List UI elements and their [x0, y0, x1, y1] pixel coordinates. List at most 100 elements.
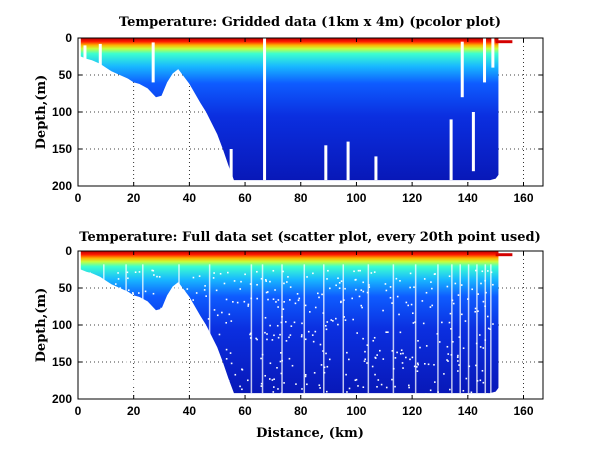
scatter-gap-pixel — [340, 301, 342, 304]
scatter-gap-pixel — [318, 296, 320, 299]
pcolor-data-area — [80, 38, 513, 181]
scatter-gap-pixel — [119, 287, 122, 289]
scatter-cast-gap — [367, 264, 370, 394]
scatter-cast-gap — [103, 264, 105, 394]
scatter-gap-pixel — [121, 325, 123, 328]
scatter-gap-pixel — [346, 351, 348, 354]
scatter-gap-pixel — [232, 301, 234, 303]
scatter-gap-pixel — [227, 271, 229, 274]
scatter-gap-pixel — [272, 269, 275, 272]
scatter-gap-pixel — [460, 284, 463, 286]
scatter-gap-pixel — [108, 380, 110, 383]
scatter-gap-pixel — [93, 312, 96, 315]
scatter-gap-pixel — [279, 360, 282, 363]
scatter-data-area — [80, 251, 513, 397]
scatter-gap-pixel — [409, 286, 411, 289]
scatter-gap-pixel — [133, 325, 135, 327]
scatter-gap-pixel — [94, 296, 97, 298]
scatter-gap-pixel — [182, 360, 185, 362]
scatter-gap-pixel — [247, 305, 250, 307]
scatter-gap-pixel — [112, 297, 115, 300]
scatter-gap-pixel — [447, 360, 449, 362]
scatter-gap-pixel — [185, 330, 188, 332]
pcolor-missing-cast — [346, 141, 350, 181]
scatter-gap-pixel — [487, 270, 489, 272]
scatter-gap-pixel — [486, 315, 489, 318]
scatter-gap-pixel — [202, 347, 205, 350]
scatter-gap-pixel — [394, 357, 397, 359]
scatter-gap-pixel — [304, 374, 307, 376]
pcolor-missing-cast — [502, 45, 506, 57]
scatter-gap-pixel — [430, 281, 432, 283]
scatter-gap-pixel — [241, 388, 243, 391]
scatter-gap-pixel — [225, 358, 228, 360]
scatter-gap-pixel — [247, 303, 250, 306]
scatter-gap-pixel — [454, 282, 457, 285]
scatter-gap-pixel — [462, 347, 465, 350]
scatter-gap-pixel — [413, 286, 415, 288]
scatter-gap-pixel — [376, 354, 378, 356]
scatter-gap-pixel — [120, 348, 123, 351]
scatter-gap-pixel — [443, 373, 445, 375]
scatter-gap-pixel — [457, 370, 459, 372]
scatter-gap-pixel — [130, 310, 132, 313]
scatter-gap-pixel — [357, 269, 360, 272]
scatter-gap-pixel — [433, 363, 435, 366]
scatter-gap-pixel — [309, 311, 311, 313]
scatter-gap-pixel — [128, 295, 131, 297]
pcolor-x-tick-label: 20 — [127, 191, 141, 205]
scatter-gap-pixel — [449, 388, 451, 391]
scatter-gap-pixel — [153, 274, 155, 276]
scatter-gap-pixel — [452, 302, 455, 305]
scatter-gap-pixel — [144, 310, 146, 313]
scatter-gap-pixel — [117, 287, 119, 290]
scatter-gap-pixel — [408, 386, 410, 389]
scatter-gap-pixel — [156, 275, 158, 278]
scatter-gap-pixel — [249, 333, 251, 336]
scatter-gap-pixel — [338, 282, 341, 284]
scatter-gap-pixel — [314, 330, 317, 333]
scatter-gap-pixel — [134, 318, 137, 321]
scatter-gap-pixel — [126, 326, 128, 329]
pcolor-x-tick-label: 100 — [346, 191, 366, 205]
pcolor-missing-cast — [491, 38, 495, 68]
scatter-gap-pixel — [405, 301, 408, 304]
scatter-gap-pixel — [181, 380, 184, 383]
scatter-gap-pixel — [486, 393, 488, 395]
scatter-gap-pixel — [204, 285, 206, 287]
scatter-gap-pixel — [117, 272, 119, 274]
scatter-gap-pixel — [260, 385, 263, 387]
scatter-gap-pixel — [127, 277, 129, 280]
scatter-gap-pixel — [427, 363, 430, 366]
scatter-cast-gap — [490, 264, 492, 394]
scatter-gap-pixel — [312, 272, 314, 275]
scatter-gap-pixel — [256, 270, 258, 273]
scatter-gap-pixel — [304, 304, 307, 307]
scatter-gap-pixel — [324, 324, 327, 327]
scatter-gap-pixel — [355, 278, 357, 281]
scatter-gap-pixel — [314, 306, 317, 309]
scatter-gap-pixel — [277, 306, 279, 308]
pcolor-missing-cast — [460, 41, 464, 98]
scatter-gap-pixel — [283, 282, 285, 285]
scatter-x-tick-label: 160 — [513, 404, 533, 418]
scatter-gap-pixel — [119, 295, 121, 298]
scatter-gap-pixel — [492, 323, 494, 325]
scatter-gap-pixel — [276, 324, 279, 327]
scatter-gap-pixel — [320, 364, 323, 366]
scatter-y-ticks: 0 50 100 150 200 — [52, 244, 543, 406]
scatter-gap-pixel — [416, 362, 419, 365]
scatter-gap-pixel — [366, 291, 369, 294]
scatter-gap-pixel — [240, 280, 242, 283]
scatter-x-tick-label: 80 — [294, 404, 308, 418]
scatter-gap-pixel — [264, 374, 267, 377]
scatter-gap-pixel — [192, 276, 195, 279]
scatter-gap-pixel — [117, 278, 120, 280]
scatter-gap-pixel — [294, 302, 297, 305]
scatter-gap-pixel — [247, 379, 249, 382]
scatter-gap-pixel — [425, 291, 428, 294]
scatter-gap-pixel — [362, 281, 365, 284]
scatter-cast-gap — [281, 264, 283, 394]
scatter-gap-pixel — [337, 323, 339, 326]
scatter-gap-pixel — [297, 299, 300, 302]
